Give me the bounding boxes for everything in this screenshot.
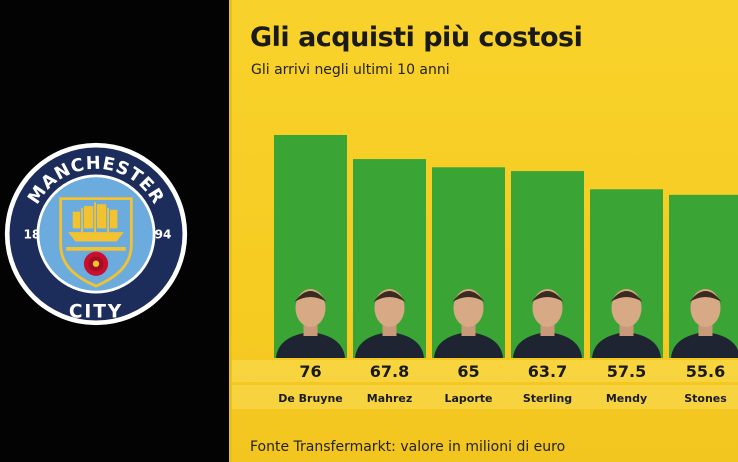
crest-year-right: 94 [155, 228, 172, 242]
value-band [232, 360, 738, 382]
category-label: Laporte [444, 392, 492, 405]
left-panel: MANCHESTER CITY 18 94 [0, 0, 232, 462]
category-label: Sterling [523, 392, 572, 405]
chart-title: Gli acquisti più costosi [250, 22, 583, 53]
value-label: 63.7 [528, 362, 567, 381]
player-avatar [671, 289, 738, 358]
value-label: 65 [457, 362, 479, 381]
category-label: Stones [684, 392, 727, 405]
category-label: Mahrez [367, 392, 413, 405]
name-band [232, 385, 738, 409]
chart-panel: 76 De Bruyne 67.8 Mahrez 65 Laporte 63.7 Sterli… [232, 0, 738, 462]
value-label: 76 [299, 362, 321, 381]
category-label: Mendy [606, 392, 647, 405]
player-avatar [592, 289, 661, 358]
player-avatar [355, 289, 424, 358]
crest-river-stripe [66, 247, 126, 251]
player-avatar [513, 289, 582, 358]
value-label: 57.5 [607, 362, 646, 381]
panel-divider [229, 0, 232, 462]
value-label: 55.6 [686, 362, 725, 381]
chart-subtitle: Gli arrivi negli ultimi 10 anni [251, 62, 450, 78]
player-avatar [276, 289, 345, 358]
category-label: De Bruyne [278, 392, 343, 405]
chart-source-footer: Fonte Transfermarkt: valore in milioni d… [250, 439, 566, 455]
value-label: 67.8 [370, 362, 409, 381]
red-rose-icon [83, 251, 109, 276]
manchester-city-crest-logo: MANCHESTER CITY 18 94 [4, 142, 188, 326]
crest-text-bottom: CITY [69, 302, 123, 323]
bar-chart: 76 De Bruyne 67.8 Mahrez 65 Laporte 63.7 Sterli… [232, 135, 738, 409]
crest-year-left: 18 [23, 228, 40, 242]
ship-icon [68, 202, 124, 242]
player-avatar [434, 289, 503, 358]
